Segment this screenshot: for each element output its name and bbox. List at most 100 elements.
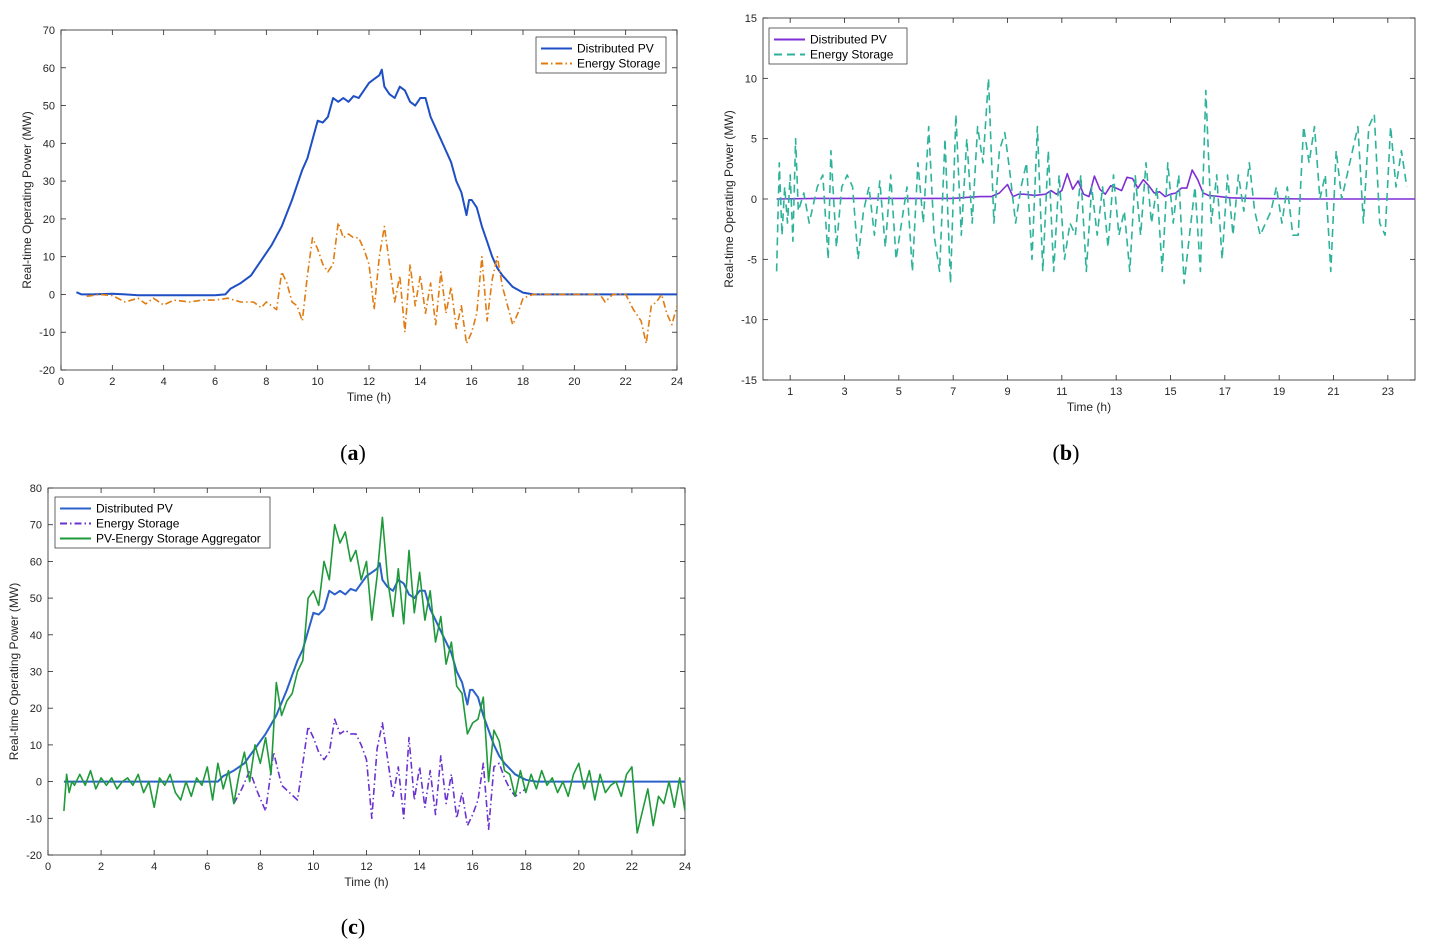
panel-a-caption: (a) [340,440,366,465]
y-tick-label: 0 [49,289,55,301]
y-tick-label: 40 [30,630,42,642]
x-tick-label: 24 [671,376,683,388]
x-tick-label: 14 [414,376,426,388]
x-tick-label: 7 [950,386,956,398]
x-tick-label: 9 [1004,386,1010,398]
series-line-energy-storage [775,77,1408,285]
y-tick-label: 70 [43,25,55,37]
legend-label: Energy Storage [810,48,894,62]
y-tick-label: 10 [43,252,55,264]
series-line-distributed-pv [76,68,677,297]
y-tick-label: 60 [43,63,55,75]
y-tick-label: 40 [43,138,55,150]
series-line-distributed-pv [776,169,1415,200]
y-tick-label: 80 [30,483,42,495]
y-axis-label: Real-time Operating Power (MW) [20,111,34,288]
x-tick-label: 8 [257,861,263,873]
legend-label: Energy Storage [96,517,180,531]
x-tick-label: 0 [58,376,64,388]
legend-label: Energy Storage [577,57,661,71]
x-tick-label: 0 [45,861,51,873]
y-tick-label: 5 [751,134,757,146]
x-tick-label: 19 [1273,386,1285,398]
y-axis-label: Real-time Operating Power (MW) [722,110,736,287]
x-tick-label: 11 [1056,386,1067,398]
x-tick-label: 4 [161,376,167,388]
y-tick-label: 60 [30,556,42,568]
legend-label: Distributed PV [577,42,654,56]
x-tick-label: 16 [467,861,479,873]
x-tick-label: 12 [360,861,372,873]
x-tick-label: 15 [1164,386,1176,398]
panel-b-caption-letter: b [1060,440,1072,465]
legend-label: Distributed PV [96,502,173,516]
plot-area-c [47,487,686,856]
x-tick-label: 1 [787,386,793,398]
y-tick-label: -5 [747,254,757,266]
y-tick-label: -15 [741,375,757,387]
y-tick-label: 70 [30,520,42,532]
x-tick-label: 17 [1219,386,1231,398]
x-tick-label: 12 [363,376,375,388]
x-axis-label: Time (h) [1067,400,1111,414]
x-tick-label: 6 [212,376,218,388]
y-tick-label: 50 [30,593,42,605]
x-tick-label: 13 [1110,386,1122,398]
x-tick-label: 10 [307,861,319,873]
x-tick-label: 2 [98,861,104,873]
y-tick-label: 10 [30,740,42,752]
y-tick-label: 30 [30,667,42,679]
panel-c-caption-letter: c [348,914,358,939]
x-tick-label: 20 [573,861,585,873]
legend-label: Distributed PV [810,33,887,47]
x-tick-label: 18 [520,861,532,873]
series-line-energy-storage [233,718,527,831]
y-tick-label: 20 [30,703,42,715]
x-tick-label: 23 [1382,386,1394,398]
x-tick-label: 21 [1327,386,1339,398]
x-axis-label: Time (h) [347,390,391,404]
x-tick-label: 18 [517,376,529,388]
y-tick-label: 15 [745,13,757,25]
x-tick-label: 24 [679,861,691,873]
panel-c-caption: (c) [341,914,365,939]
y-tick-label: 0 [36,777,42,789]
y-tick-label: 50 [43,101,55,113]
y-axis-label: Real-time Operating Power (MW) [7,583,21,760]
plot-area-a [60,29,678,371]
x-tick-label: 3 [841,386,847,398]
x-tick-label: 5 [896,386,902,398]
y-tick-label: -10 [741,315,757,327]
x-tick-label: 16 [466,376,478,388]
y-tick-label: -10 [26,813,42,825]
y-tick-label: 0 [751,194,757,206]
y-tick-label: 20 [43,214,55,226]
series-line-pv-energy-storage-aggregator [63,516,685,834]
panel-a-caption-letter: a [348,440,359,465]
x-axis-label: Time (h) [344,875,388,889]
legend-box [535,36,667,74]
x-tick-label: 20 [568,376,580,388]
y-tick-label: -20 [26,850,42,862]
legend-box [768,27,908,65]
x-tick-label: 22 [626,861,638,873]
x-tick-label: 4 [151,861,157,873]
x-tick-label: 8 [263,376,269,388]
series-line-distributed-pv [63,562,685,783]
x-tick-label: 6 [204,861,210,873]
y-tick-label: -10 [39,327,55,339]
legend-label: PV-Energy Storage Aggregator [96,532,261,546]
x-tick-label: 22 [620,376,632,388]
panel-b-caption: (b) [1053,440,1080,465]
series-line-energy-storage [86,221,677,345]
x-tick-label: 14 [413,861,425,873]
x-tick-label: 10 [312,376,324,388]
y-tick-label: 30 [43,176,55,188]
y-tick-label: -20 [39,365,55,377]
x-tick-label: 2 [109,376,115,388]
y-tick-label: 10 [745,73,757,85]
